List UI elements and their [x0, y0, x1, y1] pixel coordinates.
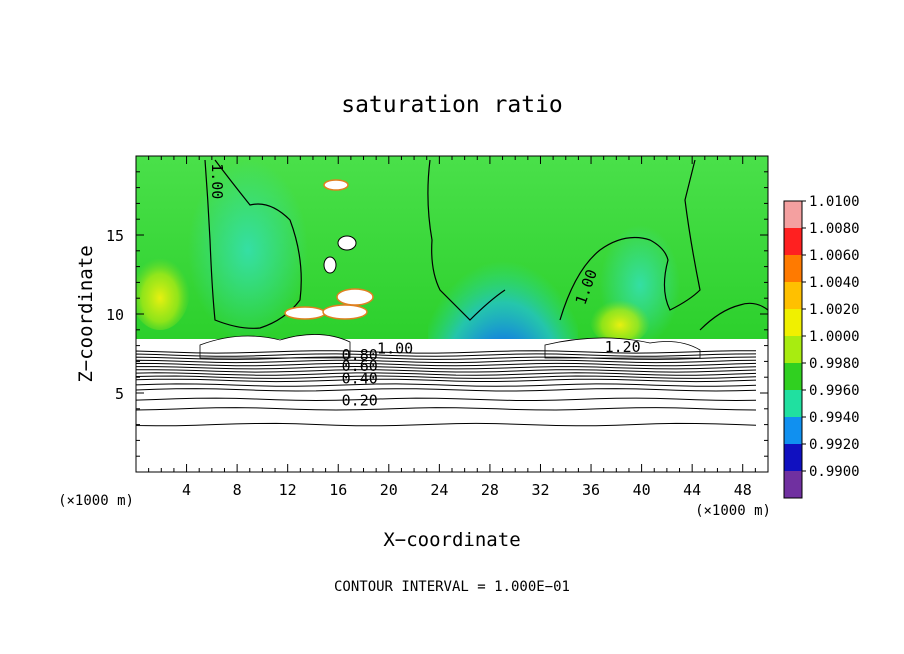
x-tick-label: 8	[233, 481, 242, 499]
colorbar-label: 1.0060	[809, 248, 860, 264]
x-tick-label: 36	[582, 481, 600, 499]
colorbar-segment	[784, 282, 802, 309]
stable-contour	[136, 422, 757, 427]
colorbar-label: 1.0080	[809, 221, 860, 237]
stable-contour	[136, 372, 757, 376]
x-tick-label: 32	[531, 481, 549, 499]
x-unit-right: (×1000 m)	[695, 503, 771, 519]
x-tick-label: 44	[683, 481, 701, 499]
colorbar-label: 1.0100	[809, 194, 860, 210]
contour-line-left	[204, 159, 302, 329]
x-unit-left: (×1000 m)	[58, 493, 134, 509]
contour-label: 0.20	[342, 392, 378, 410]
contour-interval-note: CONTOUR INTERVAL = 1.000E−01	[334, 579, 570, 595]
x-tick-label: 4	[182, 481, 191, 499]
y-tick-label: 10	[106, 306, 124, 324]
stable-contour	[136, 365, 757, 370]
colorbar-segment	[784, 363, 802, 390]
stable-contour	[136, 397, 757, 402]
colorbar-label: 0.9920	[809, 437, 860, 453]
y-axis-label: Z−coordinate	[75, 245, 97, 382]
colorbar-label: 1.0000	[809, 329, 860, 345]
moist-region-left	[188, 160, 308, 340]
y-axis-ticks: 5 10 15	[106, 171, 768, 457]
x-tick-label: 12	[279, 481, 297, 499]
y-tick-label: 5	[115, 385, 124, 403]
colorbar-segment	[784, 336, 802, 363]
x-axis-ticks: 4 8 12 16 20 24 28 32 36 40 44 48	[148, 156, 756, 499]
colorbar-segment	[784, 417, 802, 444]
x-axis-label: X−coordinate	[383, 529, 520, 551]
colorbar-label: 1.0040	[809, 275, 860, 291]
colorbar-segment	[784, 201, 802, 228]
contour-line-right	[559, 159, 701, 321]
stable-contour	[136, 359, 757, 364]
stable-contour	[136, 378, 757, 383]
plot-area	[136, 156, 768, 472]
stable-contour	[136, 375, 757, 379]
contour-label: 0.80	[342, 346, 378, 364]
supersaturated-band-left	[136, 250, 190, 330]
y-tick-label: 15	[106, 227, 124, 245]
colorbar-label: 0.9940	[809, 410, 860, 426]
colorbar-label: 0.9900	[809, 464, 860, 480]
stable-contour	[136, 353, 757, 357]
colorbar-segment	[784, 390, 802, 417]
cloud-cells	[284, 179, 374, 320]
stable-contour	[136, 407, 757, 411]
stable-contour	[136, 362, 757, 367]
cloud-top-mounds	[199, 334, 701, 359]
contour-label: 1.20	[605, 338, 641, 356]
x-tick-label: 48	[734, 481, 752, 499]
colorbar-segment	[784, 444, 802, 471]
x-tick-label: 24	[430, 481, 448, 499]
colorbar-segment	[784, 309, 802, 336]
stable-contour	[136, 356, 757, 360]
colorbar-frame	[783, 200, 803, 499]
contour-label: 0.40	[342, 370, 378, 388]
colorbar-segment	[784, 255, 802, 282]
colorbar: 1.0100 1.0080 1.0060 1.0040 1.0020 1.0000 0.99…	[783, 194, 860, 499]
x-tick-label: 16	[329, 481, 347, 499]
stable-contour	[136, 350, 757, 354]
x-tick-label: 28	[481, 481, 499, 499]
contour-label: 1.00	[377, 340, 413, 358]
x-tick-label: 20	[380, 481, 398, 499]
stable-layer	[136, 339, 768, 472]
colorbar-segment	[784, 228, 802, 255]
chart-title: saturation ratio	[341, 92, 563, 118]
contour-label: 1.00	[208, 163, 226, 199]
colorbar-label: 0.9960	[809, 383, 860, 399]
contour-labels: 1.001.00 1.200.800.600.400.201.00	[208, 163, 641, 409]
x-tick-label: 40	[633, 481, 651, 499]
supersaturated-band-right	[590, 295, 650, 345]
stable-contour-lines	[136, 350, 757, 427]
stable-contour	[136, 369, 757, 373]
colorbar-label: 0.9980	[809, 356, 860, 372]
contour-line-mid	[427, 159, 506, 321]
contour-label: 0.60	[342, 357, 378, 375]
contour-line-far-right	[699, 302, 768, 331]
stable-contour	[136, 388, 757, 392]
colorbar-segment	[784, 471, 802, 498]
stable-contour	[136, 383, 757, 387]
colorbar-label: 1.0020	[809, 302, 860, 318]
